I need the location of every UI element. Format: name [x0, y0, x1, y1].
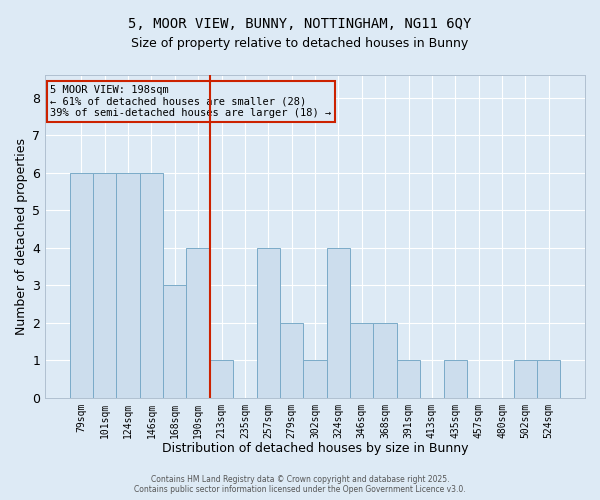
- Bar: [537, 360, 560, 398]
- Y-axis label: Number of detached properties: Number of detached properties: [15, 138, 28, 335]
- Bar: [210, 360, 233, 398]
- Bar: [187, 248, 210, 398]
- Text: Size of property relative to detached houses in Bunny: Size of property relative to detached ho…: [131, 38, 469, 51]
- Bar: [373, 322, 397, 398]
- Bar: [397, 360, 420, 398]
- Bar: [350, 322, 373, 398]
- X-axis label: Distribution of detached houses by size in Bunny: Distribution of detached houses by size …: [162, 442, 468, 455]
- Bar: [514, 360, 537, 398]
- Bar: [443, 360, 467, 398]
- Bar: [140, 172, 163, 398]
- Bar: [304, 360, 327, 398]
- Text: 5, MOOR VIEW, BUNNY, NOTTINGHAM, NG11 6QY: 5, MOOR VIEW, BUNNY, NOTTINGHAM, NG11 6Q…: [128, 18, 472, 32]
- Text: Contains HM Land Registry data © Crown copyright and database right 2025.
Contai: Contains HM Land Registry data © Crown c…: [134, 474, 466, 494]
- Bar: [280, 322, 304, 398]
- Bar: [70, 172, 93, 398]
- Bar: [327, 248, 350, 398]
- Bar: [163, 285, 187, 398]
- Text: 5 MOOR VIEW: 198sqm
← 61% of detached houses are smaller (28)
39% of semi-detach: 5 MOOR VIEW: 198sqm ← 61% of detached ho…: [50, 84, 332, 118]
- Bar: [93, 172, 116, 398]
- Bar: [116, 172, 140, 398]
- Bar: [257, 248, 280, 398]
